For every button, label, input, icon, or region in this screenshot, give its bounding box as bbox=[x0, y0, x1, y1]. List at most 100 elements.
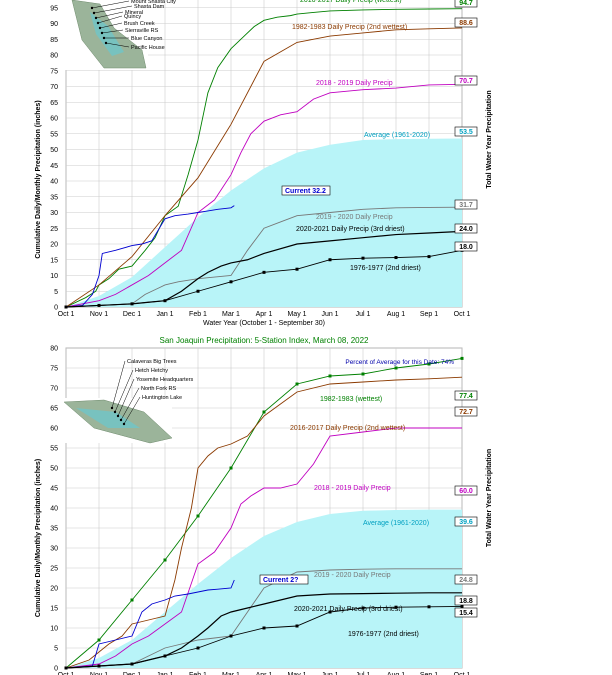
x-tick-label: Jul 1 bbox=[356, 672, 371, 675]
y-tick-label: 75 bbox=[50, 366, 58, 373]
series-marker bbox=[97, 303, 101, 307]
end-value-label: 72.7 bbox=[459, 409, 473, 416]
x-tick-label: Sep 1 bbox=[420, 311, 438, 318]
y-tick-label: 70 bbox=[50, 84, 58, 91]
inset-map: Calaveras Big Trees Hetch Hetchy Yosemite … bbox=[63, 359, 194, 444]
y-tick-label: 45 bbox=[50, 163, 58, 170]
y-tick-label: 20 bbox=[50, 242, 58, 249]
series-marker bbox=[427, 255, 431, 259]
x-tick-label: Nov 1 bbox=[90, 311, 108, 318]
station-label: Huntington Lake bbox=[142, 395, 182, 401]
y-axis-label: Cumulative Daily/Monthly Precipitation (… bbox=[35, 459, 42, 617]
series-marker bbox=[427, 362, 431, 366]
series-line-5 bbox=[65, 579, 235, 669]
y-tick-label: 5 bbox=[54, 646, 58, 653]
x-tick-label: Oct 1 bbox=[454, 672, 471, 675]
end-value-label: 70.7 bbox=[459, 78, 473, 85]
station-label: Mineral bbox=[125, 10, 143, 16]
end-value-box bbox=[454, 607, 478, 618]
series-label: 2018 - 2019 Daily Precip bbox=[316, 80, 393, 87]
station-label: Yosemite Headquarters bbox=[136, 377, 194, 383]
series-marker bbox=[328, 374, 332, 378]
series-label: 1976-1977 (2nd driest) bbox=[348, 631, 419, 638]
percent-of-average-text: Percent of Average for this Date: 74% bbox=[345, 359, 454, 366]
end-value-label: 24.0 bbox=[459, 226, 473, 233]
series-line-5 bbox=[65, 205, 235, 308]
end-value-label: 53.5 bbox=[459, 129, 473, 136]
end-value-box bbox=[454, 75, 478, 86]
series-marker bbox=[328, 258, 332, 262]
series-marker bbox=[262, 410, 266, 414]
series-marker bbox=[295, 382, 299, 386]
x-tick-label: Oct 1 bbox=[58, 311, 75, 318]
end-value-box bbox=[454, 0, 478, 8]
series-marker bbox=[130, 662, 134, 666]
station-pointer bbox=[114, 369, 134, 413]
series-marker bbox=[163, 299, 167, 303]
station-pointer bbox=[105, 42, 130, 48]
end-value-label: 24.8 bbox=[459, 577, 473, 584]
y-tick-label: 85 bbox=[50, 37, 58, 44]
series-marker bbox=[361, 372, 365, 376]
end-value-box bbox=[454, 17, 478, 28]
end-value-box bbox=[454, 223, 478, 234]
series-line-2 bbox=[65, 27, 463, 308]
y-tick-label: 25 bbox=[50, 566, 58, 573]
series-marker bbox=[361, 606, 365, 610]
station-pointer bbox=[91, 0, 130, 9]
y-tick-label: 65 bbox=[50, 100, 58, 107]
y-tick-label: 50 bbox=[50, 147, 58, 154]
series-line-2 bbox=[65, 376, 463, 669]
series-marker bbox=[196, 514, 200, 518]
y-tick-label: 35 bbox=[50, 526, 58, 533]
end-value-box bbox=[454, 574, 478, 585]
x-tick-label: Feb 1 bbox=[189, 672, 207, 675]
station-pointer bbox=[93, 5, 133, 14]
end-value-label: 18.0 bbox=[459, 244, 473, 251]
y-tick-label: 15 bbox=[50, 257, 58, 264]
x-tick-label: Mar 1 bbox=[222, 672, 240, 675]
y-tick-label: 40 bbox=[50, 506, 58, 513]
station-label: North Fork RS bbox=[141, 386, 176, 392]
x-tick-label: May 1 bbox=[287, 311, 306, 318]
end-value-box bbox=[454, 516, 478, 527]
x-tick-label: Feb 1 bbox=[189, 311, 207, 318]
station-pointer bbox=[111, 360, 126, 409]
station-marker bbox=[122, 422, 126, 426]
x-tick-label: Apr 1 bbox=[256, 672, 273, 675]
station-label: Quincy bbox=[124, 14, 141, 20]
station-marker bbox=[100, 31, 104, 35]
end-value-label: 18.8 bbox=[459, 598, 473, 605]
station-marker bbox=[116, 414, 120, 418]
series-label: Average (1961-2020) bbox=[363, 520, 429, 527]
series-label: Average (1961-2020) bbox=[364, 132, 430, 139]
end-value-box bbox=[454, 241, 478, 252]
y-tick-label: 55 bbox=[50, 446, 58, 453]
end-value-label: 77.4 bbox=[459, 393, 473, 400]
end-value-label: 15.4 bbox=[459, 610, 473, 617]
station-marker bbox=[98, 26, 102, 30]
series-label: 2018 - 2019 Daily Precip bbox=[314, 485, 391, 492]
end-value-box bbox=[454, 199, 478, 210]
series-marker bbox=[97, 638, 101, 642]
end-value-label: 88.6 bbox=[459, 20, 473, 27]
y-tick-label: 30 bbox=[50, 546, 58, 553]
station-marker bbox=[90, 6, 94, 10]
station-marker bbox=[113, 410, 117, 414]
series-label: 2019 - 2020 Daily Precip bbox=[316, 214, 393, 221]
y-tick-label: 80 bbox=[50, 53, 58, 60]
y-tick-label: 45 bbox=[50, 486, 58, 493]
station-pointer bbox=[120, 387, 140, 421]
station-marker bbox=[104, 41, 108, 45]
x-tick-label: Aug 1 bbox=[387, 311, 405, 318]
end-value-label: 31.7 bbox=[459, 202, 473, 209]
series-marker bbox=[262, 626, 266, 630]
series-marker bbox=[97, 664, 101, 668]
y-tick-label: 35 bbox=[50, 194, 58, 201]
station-marker bbox=[102, 36, 106, 40]
series-marker bbox=[361, 256, 365, 260]
y-tick-label: 75 bbox=[50, 68, 58, 75]
series-marker bbox=[64, 666, 68, 670]
y-tick-label: 65 bbox=[50, 406, 58, 413]
series-marker bbox=[328, 610, 332, 614]
